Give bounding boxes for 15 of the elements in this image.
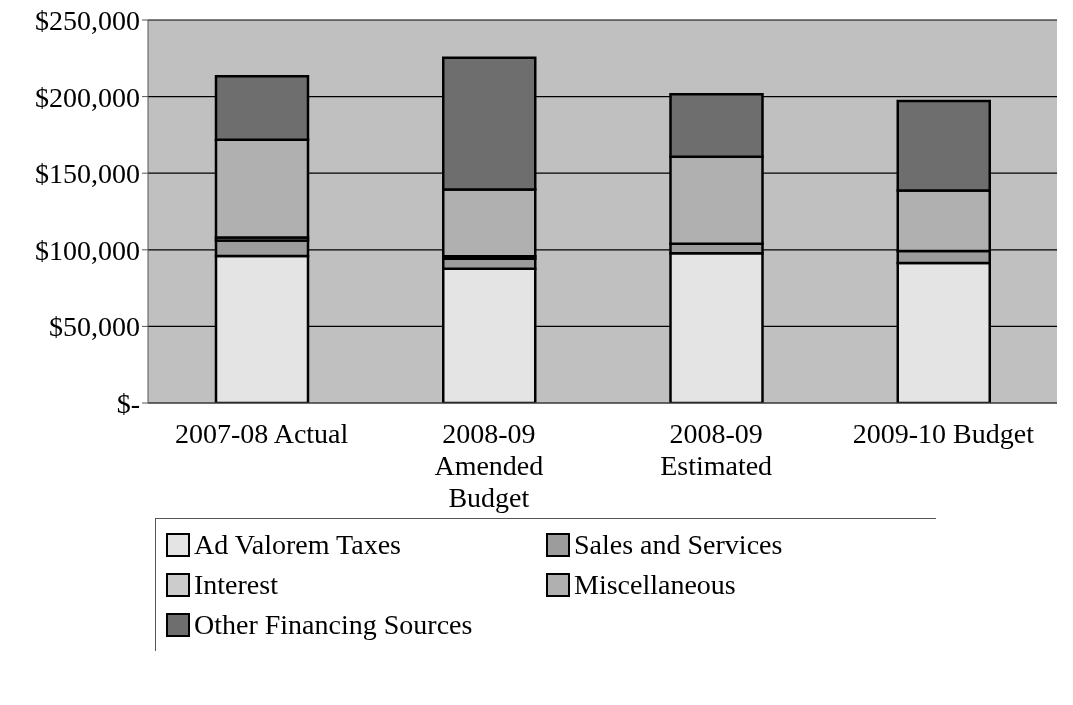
x-tick-label: 2007-08 Actual [174,418,349,449]
legend-label: Ad Valorem Taxes [194,529,401,561]
x-tick-label: 2008-09 Estimated [660,418,773,481]
y-tick-label: $- [116,387,140,419]
legend-label: Sales and Services [574,529,783,561]
y-tick-label: $250,000 [35,4,140,36]
legend-label: Other Financing Sources [194,609,473,641]
x-tick-label: 2009-10 Budget [852,418,1035,449]
y-tick-label: $200,000 [35,81,140,113]
legend-label: Miscellaneous [574,569,736,601]
legend-label: Interest [194,569,278,601]
x-tick-label: 2008-09 Amended Budget [434,418,544,513]
y-tick-label: $100,000 [35,234,140,266]
y-tick-label: $50,000 [49,311,140,343]
y-tick-label: $150,000 [35,158,140,190]
